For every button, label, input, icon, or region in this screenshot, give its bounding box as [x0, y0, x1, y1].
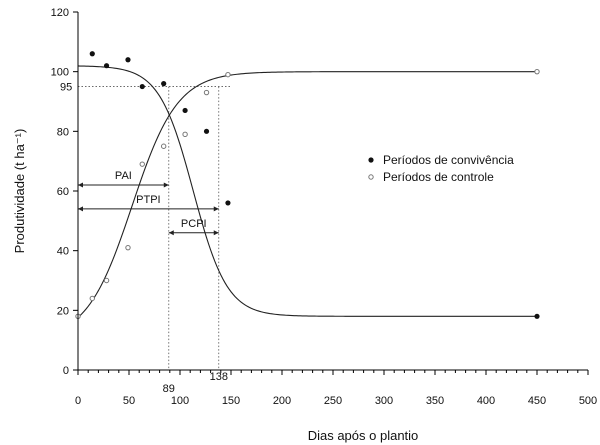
fitted-curves [77, 65, 537, 318]
y-tick-label-60: 60 [57, 186, 69, 198]
x-tick-label-400: 400 [477, 395, 495, 407]
point-controle-2 [103, 277, 110, 284]
fit-curve-convivencia [77, 65, 537, 317]
day-89-label: 89 [163, 383, 175, 395]
pai-arrow-left [78, 182, 83, 188]
y-axis-label: Produtividade (t ha⁻¹) [12, 129, 27, 254]
legend-label-controle: Períodos de controle [383, 170, 494, 184]
data-points [75, 51, 540, 319]
point-controle-5 [160, 143, 167, 149]
ticks: 0 50 100 150 200 250 300 350 400 450 500 0 20 40 60 80 1… [51, 7, 598, 407]
period-annotations [78, 182, 219, 236]
x-axis-label: Dias após o plantio [308, 428, 419, 443]
point-convivencia-4 [161, 81, 167, 87]
x-tick-label-150: 150 [222, 395, 240, 407]
x-tick-label-450: 450 [528, 395, 546, 407]
x-tick-label-300: 300 [375, 395, 393, 407]
x-tick-label-50: 50 [123, 395, 135, 407]
point-convivencia-3 [139, 83, 145, 90]
x-tick-label-100: 100 [171, 395, 189, 407]
point-controle-7 [203, 89, 210, 96]
guide-lines [78, 86, 231, 370]
x-tick-label-0: 0 [75, 395, 81, 407]
pai-arrow-right [163, 182, 169, 188]
point-controle-1 [89, 295, 95, 302]
pcpi-arrow-right [213, 230, 219, 236]
ptpi-arrow-left [78, 206, 83, 212]
point-convivencia-0 [89, 51, 95, 57]
point-convivencia-6 [203, 128, 210, 134]
point-controle-9 [534, 68, 540, 75]
ptpi-arrow-right [213, 206, 219, 212]
x-tick-label-200: 200 [273, 395, 291, 407]
point-convivencia-5 [182, 107, 188, 114]
x-tick-label-250: 250 [324, 395, 342, 407]
y-tick-label-80: 80 [57, 126, 69, 138]
reference-95-label: 95 [60, 82, 72, 94]
y-tick-label-0: 0 [63, 365, 69, 377]
pcpi-arrow-left [168, 230, 174, 236]
y-tick-label-100: 100 [51, 67, 69, 79]
legend-marker-convivencia [368, 157, 374, 163]
pcpi-label: PCPI [181, 218, 207, 230]
point-convivencia-8 [534, 313, 540, 319]
pai-label: PAI [115, 170, 132, 182]
point-controle-4 [139, 161, 145, 167]
legend-label-convivencia: Períodos de convivência [383, 153, 514, 167]
x-tick-label-500: 500 [579, 395, 597, 407]
y-tick-label-20: 20 [57, 305, 69, 317]
point-controle-6 [182, 131, 188, 138]
ptpi-label: PTPI [136, 194, 160, 206]
point-convivencia-1 [103, 63, 110, 69]
annotation-labels: 95 89 138 PAI PTPI PCPI [60, 82, 228, 395]
point-controle-8 [225, 71, 231, 78]
point-convivencia-7 [225, 200, 231, 206]
legend: Períodos de convivência Períodos de cont… [368, 153, 514, 184]
y-tick-label-40: 40 [57, 246, 69, 258]
y-tick-label-120: 120 [51, 7, 69, 19]
fit-curve-controle [77, 71, 537, 318]
x-tick-label-350: 350 [426, 395, 444, 407]
legend-marker-controle [368, 174, 374, 180]
point-controle-3 [125, 244, 131, 251]
day-138-label: 138 [210, 371, 228, 383]
point-convivencia-2 [125, 57, 131, 63]
